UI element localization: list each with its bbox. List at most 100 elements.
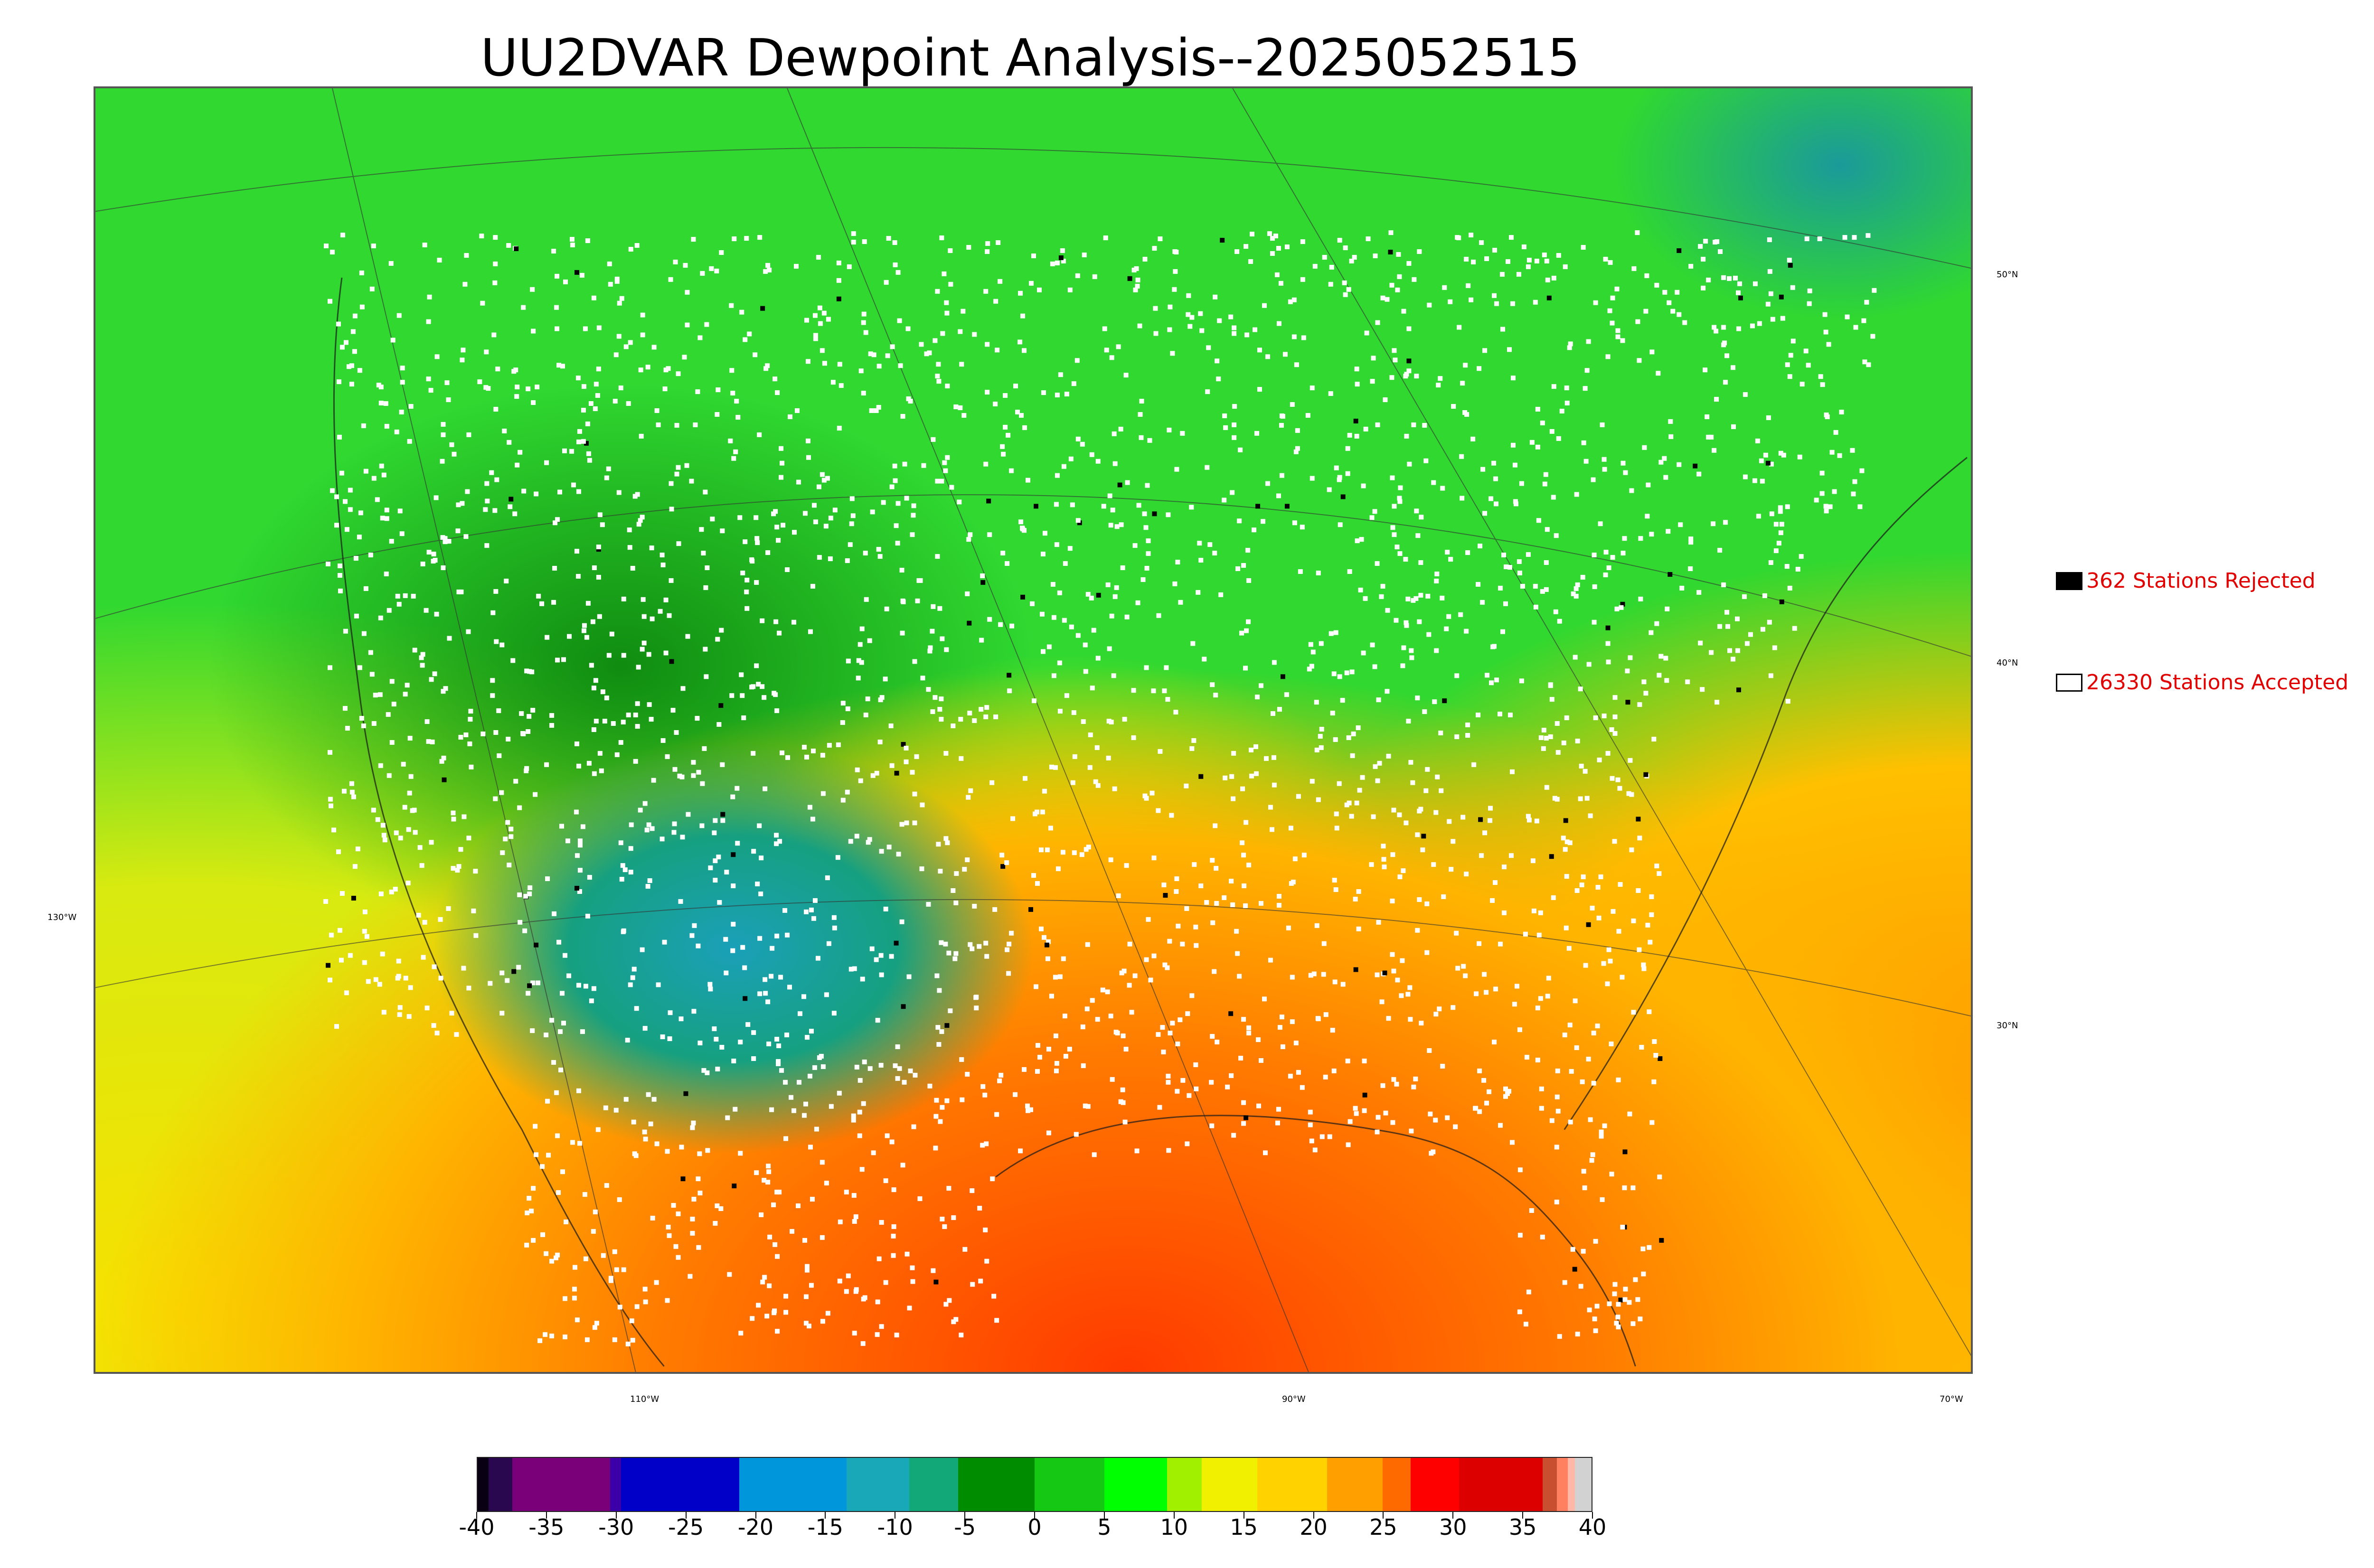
station-accepted bbox=[1724, 610, 1730, 615]
station-accepted bbox=[1230, 490, 1235, 495]
station-accepted bbox=[674, 471, 679, 477]
station-accepted bbox=[337, 928, 342, 933]
station-accepted bbox=[867, 638, 872, 643]
station-accepted bbox=[1678, 522, 1683, 527]
station-accepted bbox=[484, 481, 490, 486]
station-accepted bbox=[1401, 645, 1406, 650]
station-accepted bbox=[1256, 1103, 1262, 1108]
station-accepted bbox=[1583, 459, 1589, 464]
station-accepted bbox=[651, 778, 656, 783]
station-accepted bbox=[499, 790, 504, 795]
station-accepted bbox=[647, 878, 652, 883]
station-accepted bbox=[1289, 881, 1294, 886]
station-accepted bbox=[533, 792, 538, 797]
station-accepted bbox=[1706, 434, 1711, 440]
station-accepted bbox=[1859, 468, 1865, 473]
station-accepted bbox=[419, 655, 424, 660]
station-accepted bbox=[820, 1160, 825, 1165]
station-accepted bbox=[1249, 747, 1254, 752]
station-accepted bbox=[729, 303, 734, 308]
station-accepted bbox=[720, 762, 725, 767]
station-accepted bbox=[1354, 433, 1359, 439]
station-accepted bbox=[1240, 840, 1245, 845]
station-accepted bbox=[1784, 564, 1790, 569]
station-accepted bbox=[1635, 319, 1640, 324]
station-accepted bbox=[1277, 707, 1282, 712]
station-accepted bbox=[1262, 996, 1267, 1002]
station-accepted bbox=[1721, 325, 1726, 330]
station-accepted bbox=[462, 282, 468, 287]
station-accepted bbox=[1654, 864, 1659, 869]
station-accepted bbox=[614, 279, 620, 284]
station-accepted bbox=[1148, 977, 1153, 983]
station-accepted bbox=[452, 451, 457, 457]
station-accepted bbox=[1492, 293, 1497, 298]
station-accepted bbox=[456, 502, 461, 507]
station-accepted bbox=[874, 408, 879, 413]
station-accepted bbox=[1731, 657, 1736, 662]
station-accepted bbox=[1401, 309, 1406, 314]
station-accepted bbox=[935, 1025, 941, 1030]
colorbar-segment bbox=[1104, 1458, 1167, 1511]
station-accepted bbox=[1427, 1048, 1432, 1053]
station-accepted bbox=[1063, 1053, 1068, 1059]
station-accepted bbox=[1513, 499, 1518, 504]
station-accepted bbox=[1228, 314, 1234, 319]
station-accepted bbox=[1471, 762, 1477, 767]
station-accepted bbox=[1484, 990, 1489, 995]
station-accepted bbox=[378, 891, 384, 896]
station-accepted bbox=[1510, 301, 1515, 306]
colorbar-tick bbox=[1592, 1512, 1593, 1519]
station-accepted bbox=[441, 565, 446, 570]
station-accepted bbox=[572, 1296, 577, 1301]
station-accepted bbox=[579, 272, 584, 278]
station-accepted bbox=[797, 1080, 801, 1085]
station-accepted bbox=[1500, 272, 1505, 277]
station-accepted bbox=[863, 330, 868, 335]
station-accepted bbox=[846, 1273, 851, 1278]
station-accepted bbox=[791, 1108, 797, 1113]
station-accepted bbox=[1612, 839, 1617, 844]
station-accepted bbox=[931, 604, 936, 609]
station-accepted bbox=[911, 513, 916, 518]
station-accepted bbox=[968, 788, 973, 793]
station-accepted bbox=[836, 742, 841, 747]
station-accepted bbox=[861, 1101, 866, 1106]
station-accepted bbox=[1641, 679, 1647, 685]
station-accepted bbox=[891, 1253, 896, 1258]
station-accepted bbox=[1230, 902, 1235, 907]
station-accepted bbox=[1564, 385, 1569, 391]
station-accepted bbox=[1198, 311, 1203, 316]
station-accepted bbox=[1265, 481, 1270, 486]
station-accepted bbox=[939, 235, 944, 241]
station-accepted bbox=[431, 1023, 436, 1028]
station-accepted bbox=[937, 988, 942, 993]
station-accepted bbox=[649, 717, 654, 722]
station-accepted bbox=[1212, 551, 1217, 556]
station-accepted bbox=[952, 956, 958, 961]
station-accepted bbox=[613, 1108, 619, 1113]
station-accepted bbox=[1055, 260, 1060, 265]
station-rejected bbox=[669, 659, 674, 664]
station-accepted bbox=[1551, 275, 1556, 281]
station-accepted bbox=[363, 469, 368, 474]
colorbar-segment bbox=[1574, 1458, 1592, 1511]
colorbar-tick bbox=[615, 1512, 617, 1519]
station-accepted bbox=[577, 843, 583, 848]
station-accepted bbox=[1377, 761, 1382, 766]
station-accepted bbox=[1778, 505, 1783, 510]
station-accepted bbox=[1714, 397, 1719, 402]
station-accepted bbox=[638, 367, 643, 373]
station-accepted bbox=[733, 449, 738, 454]
station-accepted bbox=[779, 446, 784, 451]
station-accepted bbox=[705, 1148, 710, 1153]
station-accepted bbox=[546, 1153, 551, 1158]
station-accepted bbox=[1417, 897, 1422, 902]
station-accepted bbox=[1085, 592, 1091, 597]
station-accepted bbox=[1417, 808, 1422, 814]
station-accepted bbox=[545, 635, 550, 640]
station-accepted bbox=[650, 616, 655, 621]
station-accepted bbox=[693, 422, 698, 427]
colorbar-tick-label: 40 bbox=[1578, 1514, 1607, 1540]
station-accepted bbox=[371, 244, 376, 249]
